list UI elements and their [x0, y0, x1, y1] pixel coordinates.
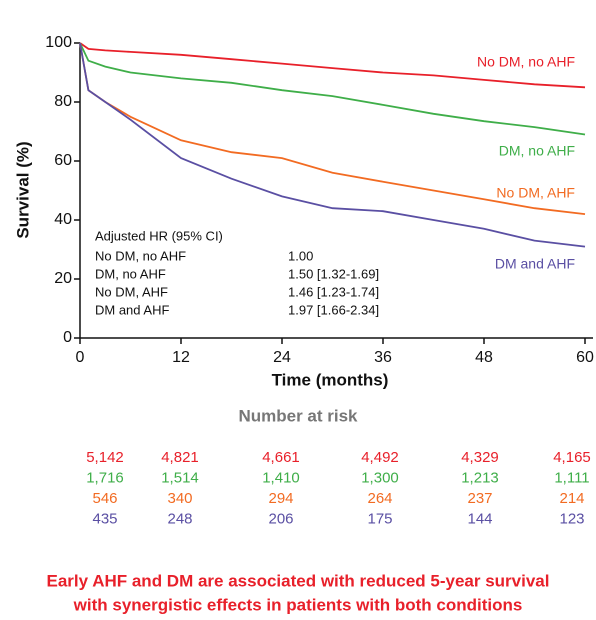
x-tick-label: 24	[273, 349, 291, 366]
risk-cell: 4,329	[461, 449, 499, 466]
hr-cell: No DM, no AHF	[95, 248, 186, 263]
risk-cell: 123	[559, 510, 584, 527]
risk-cell: 435	[92, 510, 117, 527]
risk-cell: 1,300	[361, 469, 399, 486]
hr-cell: DM and AHF	[95, 302, 169, 317]
risk-cell: 206	[268, 510, 293, 527]
y-tick-label: 100	[45, 34, 72, 51]
x-tick-label: 36	[374, 349, 392, 366]
risk-cell: 546	[92, 490, 117, 507]
risk-cell: 1,111	[554, 469, 589, 486]
risk-cell: 264	[367, 490, 392, 507]
hr-cell: 1.97 [1.66-2.34]	[288, 302, 379, 317]
x-axis-title: Time (months)	[272, 370, 389, 389]
y-tick-label: 40	[54, 211, 72, 228]
series-label: DM and AHF	[495, 256, 575, 272]
series-label: No DM, AHF	[496, 185, 575, 201]
risk-cell: 4,821	[161, 449, 199, 466]
risk-cell: 237	[467, 490, 492, 507]
risk-cell: 1,716	[86, 469, 124, 486]
risk-cell: 1,213	[461, 469, 499, 486]
y-tick-label: 60	[54, 152, 72, 169]
x-tick-label: 12	[172, 349, 190, 366]
hr-title: Adjusted HR (95% CI)	[95, 228, 223, 243]
risk-title: Number at risk	[238, 406, 358, 425]
hr-cell: No DM, AHF	[95, 284, 168, 299]
risk-cell: 294	[268, 490, 293, 507]
risk-cell: 4,165	[553, 449, 591, 466]
risk-cell: 175	[367, 510, 392, 527]
survival-line	[79, 42, 586, 248]
risk-cell: 214	[559, 490, 584, 507]
hr-cell: DM, no AHF	[95, 266, 166, 281]
risk-cell: 4,661	[262, 449, 300, 466]
series-label: DM, no AHF	[499, 143, 575, 159]
survival-line	[79, 42, 586, 136]
risk-cell: 340	[167, 490, 192, 507]
hr-cell: 1.46 [1.23-1.74]	[288, 284, 379, 299]
hr-cell: 1.50 [1.32-1.69]	[288, 266, 379, 281]
footer-line: with synergistic effects in patients wit…	[73, 595, 523, 614]
hr-cell: 1.00	[288, 248, 313, 263]
survival-line	[79, 42, 586, 89]
series-label: No DM, no AHF	[477, 54, 575, 70]
y-tick-label: 80	[54, 93, 72, 110]
x-tick-label: 48	[475, 349, 493, 366]
risk-cell: 4,492	[361, 449, 399, 466]
y-axis-title: Survival (%)	[13, 141, 32, 238]
x-tick-label: 0	[76, 349, 85, 366]
risk-cell: 1,514	[161, 469, 199, 486]
risk-cell: 1,410	[262, 469, 300, 486]
risk-cell: 5,142	[86, 449, 124, 466]
y-tick-label: 20	[54, 270, 72, 287]
risk-cell: 144	[467, 510, 492, 527]
risk-cell: 248	[167, 510, 192, 527]
footer-line: Early AHF and DM are associated with red…	[47, 571, 550, 590]
x-tick-label: 60	[576, 349, 594, 366]
y-tick-label: 0	[63, 329, 72, 346]
